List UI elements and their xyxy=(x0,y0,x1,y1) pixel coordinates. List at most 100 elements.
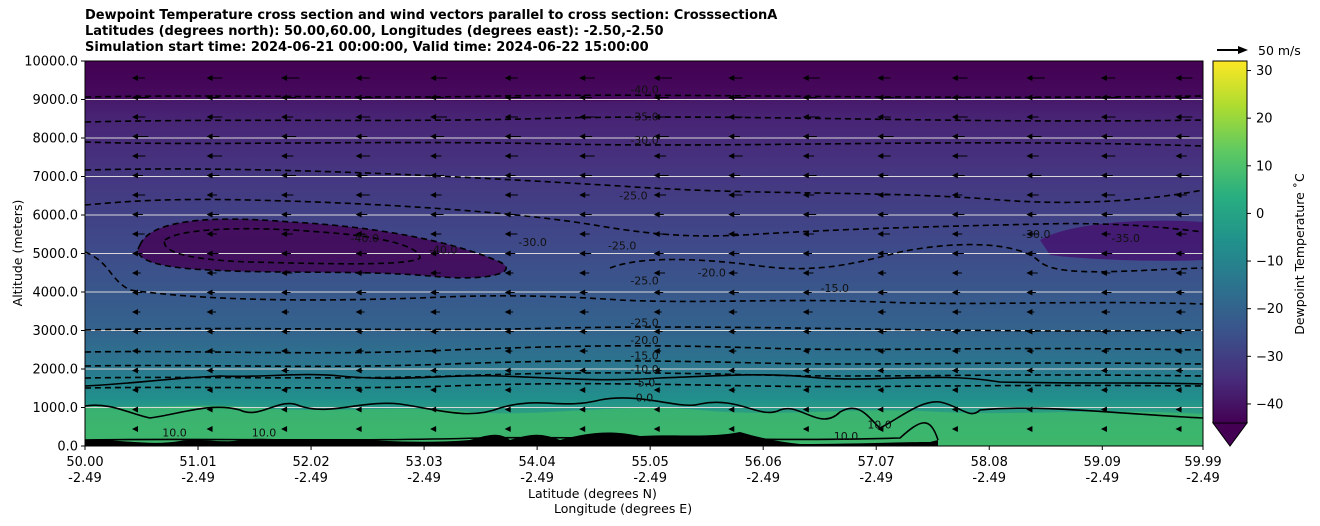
wind-vector-head xyxy=(877,348,884,354)
contour-label: -20.0 xyxy=(697,267,725,280)
wind-vector-head xyxy=(281,309,288,315)
wind-vector-head xyxy=(579,406,586,413)
wind-vector-head xyxy=(1175,231,1182,237)
x-tick-label: 50.00 xyxy=(66,455,103,470)
x-tick-label-lon: -2.49 xyxy=(68,471,102,486)
contour-label: -30.0 xyxy=(518,236,546,249)
wind-vector-head xyxy=(206,172,213,179)
wind-vector-head xyxy=(504,406,511,413)
wind-vector-head xyxy=(653,270,660,276)
wind-vector-head xyxy=(877,172,884,179)
wind-vector-head xyxy=(579,133,586,140)
y-tick-label: 6000.0 xyxy=(33,209,79,224)
wind-vector-head xyxy=(132,406,138,413)
wind-vector-head xyxy=(132,231,138,237)
x-tick-label: 53.03 xyxy=(405,455,442,470)
x-tick-label-lon: -2.49 xyxy=(1186,471,1220,486)
wind-vector-head xyxy=(802,231,809,237)
wind-vector-head xyxy=(281,114,288,120)
wind-vector-head xyxy=(132,153,138,159)
wind-vector-head xyxy=(281,153,288,159)
wind-vector-head xyxy=(728,114,735,120)
wind-vector-head xyxy=(504,153,511,159)
wind-vector-head xyxy=(281,133,288,140)
wind-vector-head xyxy=(430,153,437,159)
wind-vector-head xyxy=(355,114,362,120)
contour-line xyxy=(85,94,1203,99)
x-tick-label: 51.01 xyxy=(179,455,216,470)
wind-vector-head xyxy=(1175,250,1182,257)
x-tick-label-lon: -2.49 xyxy=(181,471,215,486)
wind-vector-head xyxy=(579,328,586,335)
colorbar-label: Dewpoint Temperature ˚C xyxy=(1292,173,1307,335)
wind-vector-head xyxy=(951,289,958,296)
wind-vector-head xyxy=(951,211,958,218)
wind-vector-head xyxy=(877,231,884,237)
wind-vector-head xyxy=(877,114,884,120)
wind-vector-head xyxy=(728,250,735,257)
chart-title: Dewpoint Temperature cross section and w… xyxy=(85,8,777,56)
x-tick-label-lon: -2.49 xyxy=(1085,471,1119,486)
wind-vector-head xyxy=(504,172,511,179)
wind-vector-head xyxy=(802,133,809,140)
wind-vector-head xyxy=(653,406,660,413)
title-line: Simulation start time: 2024-06-21 00:00:… xyxy=(85,40,649,55)
wind-vector-head xyxy=(653,211,660,218)
contour-line xyxy=(85,141,1203,147)
wind-vector-head xyxy=(281,426,288,432)
wind-vector-head xyxy=(1026,289,1033,296)
y-tick-label: 5000.0 xyxy=(33,247,79,262)
contour-label: -25.0 xyxy=(608,240,636,253)
wind-vector-head xyxy=(653,289,660,296)
wind-vector-head xyxy=(579,250,586,257)
wind-vector-head xyxy=(355,192,362,198)
wind-vector-head xyxy=(1100,133,1107,140)
wind-vector-head xyxy=(802,367,809,374)
wind-vector-head xyxy=(1175,75,1182,81)
x-tick-label-lon: -2.49 xyxy=(633,471,667,486)
wind-vector-head xyxy=(1250,192,1256,198)
contour-label: 10.0 xyxy=(834,430,859,443)
x-axis-label: Latitude (degrees N) xyxy=(528,486,657,501)
wind-vector-head xyxy=(1100,426,1107,432)
wind-vector-head xyxy=(281,289,288,296)
wind-vector-head xyxy=(430,75,437,81)
wind-vector-head xyxy=(132,192,138,198)
contour-label: 10.0 xyxy=(252,426,277,439)
wind-vector-head xyxy=(579,94,586,101)
wind-vector-head xyxy=(1100,289,1107,296)
wind-vector-head xyxy=(1026,172,1033,179)
wind-vector-head xyxy=(653,172,660,179)
wind-vector-head xyxy=(504,309,511,315)
contour-labels: -40.0 -35.0 -30.0 -25.0 -30.0 -40.0 -40.0 -25.0… xyxy=(162,84,1140,444)
wind-vector-head xyxy=(1100,309,1107,315)
wind-vector-head xyxy=(206,426,213,432)
wind-vector-head xyxy=(802,211,809,218)
wind-vector-head xyxy=(430,328,437,335)
wind-vector-head xyxy=(653,367,660,374)
wind-vector-head xyxy=(951,367,958,374)
colorbar-tick-label: −40 xyxy=(1256,397,1283,412)
wind-vector-head xyxy=(1026,192,1033,198)
contour-label: -25.0 xyxy=(630,274,658,287)
wind-vector-head xyxy=(206,75,213,81)
y-axis: 0.0 1000.0 2000.0 3000.0 4000.0 5000.0 6000.0 7… xyxy=(24,55,85,455)
wind-vector-head xyxy=(355,231,362,237)
wind-vector-head xyxy=(728,367,735,374)
wind-vector-head xyxy=(430,94,437,101)
dewpoint-contours xyxy=(85,94,1203,441)
wind-vector-head xyxy=(355,211,362,218)
terrain xyxy=(85,432,938,446)
contour-line xyxy=(85,251,1203,305)
wind-vector-head xyxy=(951,75,958,81)
x-tick-label-lon: -2.49 xyxy=(294,471,328,486)
wind-vector-head xyxy=(1175,406,1182,413)
wind-vector-head xyxy=(728,328,735,335)
wind-vector-head xyxy=(355,387,362,393)
wind-vector-head xyxy=(951,426,958,432)
wind-vector-head xyxy=(579,426,586,432)
wind-vector-head xyxy=(728,270,735,276)
wind-vector-head xyxy=(281,406,288,413)
wind-vector-head xyxy=(728,133,735,140)
x-tick-label: 54.04 xyxy=(519,455,556,470)
